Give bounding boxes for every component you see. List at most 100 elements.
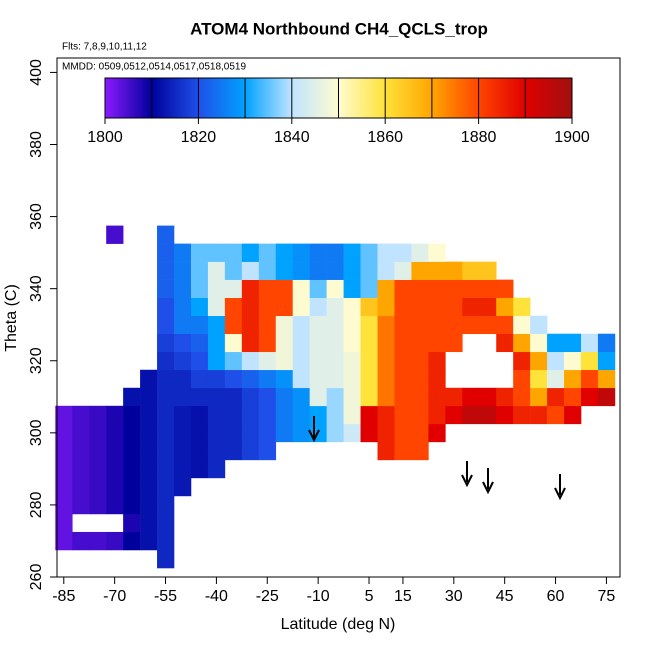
heat-cell [174, 477, 192, 497]
heat-cell [123, 441, 141, 461]
heat-cell [258, 297, 277, 316]
y-axis-label: Theta (C) [3, 284, 20, 352]
heat-cell [360, 243, 378, 262]
heat-cell [106, 405, 124, 425]
heat-cell [157, 387, 175, 407]
heat-cell [72, 441, 90, 461]
heat-cell [72, 459, 90, 479]
heat-cell [106, 225, 124, 244]
heat-cell [241, 351, 260, 371]
heat-cell [258, 333, 277, 353]
heat-cell [190, 333, 209, 353]
x-tick-label: 30 [445, 588, 463, 605]
heat-cell [140, 477, 158, 497]
heat-cell [258, 279, 277, 298]
heat-cell [224, 405, 243, 425]
heat-cell [224, 297, 243, 316]
heat-cell [445, 297, 463, 316]
heat-cell [326, 405, 344, 425]
heat-cell [428, 387, 446, 407]
heat-cell [326, 351, 344, 371]
heat-cell [207, 405, 226, 425]
heat-cell [326, 297, 344, 316]
heat-cell [428, 369, 446, 389]
heat-cell [224, 423, 243, 443]
heat-cell [580, 333, 599, 353]
heat-cell [394, 261, 412, 280]
heat-cell [326, 243, 344, 262]
heat-cell [174, 351, 192, 371]
heat-cell [597, 387, 616, 407]
heat-cell [207, 441, 226, 461]
heat-cell [360, 315, 378, 335]
heat-cell [275, 351, 294, 371]
plot-frame [56, 57, 621, 578]
heat-cell [343, 333, 361, 353]
heat-cell [326, 333, 344, 353]
heat-cell [275, 423, 294, 443]
heat-cell [309, 333, 327, 353]
heat-cell [55, 477, 73, 497]
heat-cell [292, 387, 310, 407]
heat-cell [174, 387, 192, 407]
heatmap-cells [55, 225, 616, 569]
heat-cell [428, 423, 446, 443]
annotation: MMDD: 0509,0512,0514,0517,0518,0519 [62, 62, 246, 73]
heat-cell [479, 279, 497, 298]
heat-cell [445, 279, 463, 298]
heat-cell [377, 261, 395, 280]
heat-cell [224, 315, 243, 335]
heat-cell [411, 333, 429, 353]
heat-cell [343, 279, 361, 298]
heat-cell [292, 279, 310, 298]
arrow-head [308, 429, 320, 443]
x-tick-label: 5 [365, 588, 374, 605]
heat-cell [123, 459, 141, 479]
heat-cell [309, 261, 327, 280]
heat-cell [292, 261, 310, 280]
heat-cell [207, 351, 226, 371]
heat-cell [241, 333, 260, 353]
heat-cell [72, 531, 90, 551]
heat-cell [394, 333, 412, 353]
heat-cell [123, 513, 141, 533]
heat-cell [174, 423, 192, 443]
heat-cell [462, 279, 480, 298]
heat-cell [394, 369, 412, 389]
heat-cell [377, 333, 395, 353]
heat-cell [292, 369, 310, 389]
heat-cell [157, 405, 175, 425]
heat-cell [411, 297, 429, 316]
heat-cell [207, 243, 226, 262]
heat-cell [157, 279, 175, 298]
heat-cell [428, 315, 446, 335]
heat-cell [157, 261, 175, 280]
heat-cell [530, 333, 548, 353]
heat-cell [123, 531, 141, 551]
heat-cell [496, 315, 514, 335]
heat-cell [190, 351, 209, 371]
heat-cell [547, 405, 565, 425]
heat-cell [513, 405, 531, 425]
heat-cell [428, 297, 446, 316]
heat-cell [106, 441, 124, 461]
heat-cell [326, 369, 344, 389]
heat-cell [547, 387, 565, 407]
heat-cell [530, 387, 548, 407]
heat-cell [411, 351, 429, 371]
heat-cell [377, 369, 395, 389]
heat-cell [174, 441, 192, 461]
arrow-head [554, 487, 566, 501]
heat-cell [343, 243, 361, 262]
heat-cell [140, 387, 158, 407]
heat-cell [530, 315, 548, 335]
heat-cell [292, 297, 310, 316]
heat-cell [55, 405, 73, 425]
heat-cell [292, 243, 310, 262]
heat-cell [360, 261, 378, 280]
arrows [308, 416, 566, 501]
heat-cell [394, 441, 412, 461]
heat-cell [258, 243, 277, 262]
heat-cell [309, 243, 327, 262]
